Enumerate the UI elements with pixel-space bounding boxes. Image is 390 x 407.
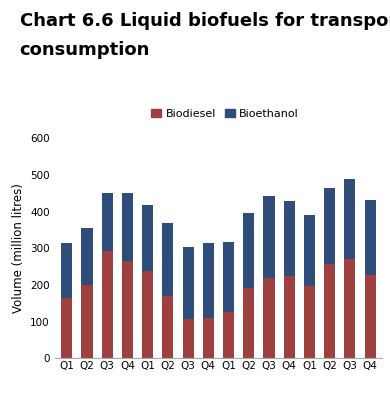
- Bar: [102, 193, 113, 251]
- Bar: [203, 243, 214, 318]
- Bar: [304, 215, 315, 287]
- Bar: [183, 247, 193, 319]
- Bar: [304, 287, 315, 358]
- Bar: [183, 319, 193, 358]
- Bar: [263, 195, 275, 278]
- Bar: [142, 205, 153, 271]
- Bar: [61, 243, 72, 298]
- Bar: [365, 275, 376, 358]
- Bar: [223, 242, 234, 312]
- Bar: [102, 251, 113, 358]
- Bar: [284, 201, 295, 276]
- Bar: [324, 264, 335, 358]
- Bar: [82, 228, 92, 285]
- Bar: [243, 288, 254, 358]
- Bar: [263, 278, 275, 358]
- Bar: [284, 276, 295, 358]
- Bar: [223, 312, 234, 358]
- Bar: [344, 179, 355, 258]
- Bar: [365, 200, 376, 275]
- Text: Chart 6.6 Liquid biofuels for transport: Chart 6.6 Liquid biofuels for transport: [20, 12, 390, 30]
- Bar: [344, 258, 355, 358]
- Bar: [82, 285, 92, 358]
- Bar: [122, 193, 133, 261]
- Bar: [61, 298, 72, 358]
- Bar: [203, 318, 214, 358]
- Bar: [162, 296, 174, 358]
- Bar: [243, 213, 254, 288]
- Text: consumption: consumption: [20, 41, 150, 59]
- Bar: [162, 223, 174, 296]
- Bar: [122, 261, 133, 358]
- Y-axis label: Volume (million litres): Volume (million litres): [12, 183, 25, 313]
- Bar: [142, 271, 153, 358]
- Bar: [324, 188, 335, 264]
- Legend: Biodiesel, Bioethanol: Biodiesel, Bioethanol: [147, 104, 303, 123]
